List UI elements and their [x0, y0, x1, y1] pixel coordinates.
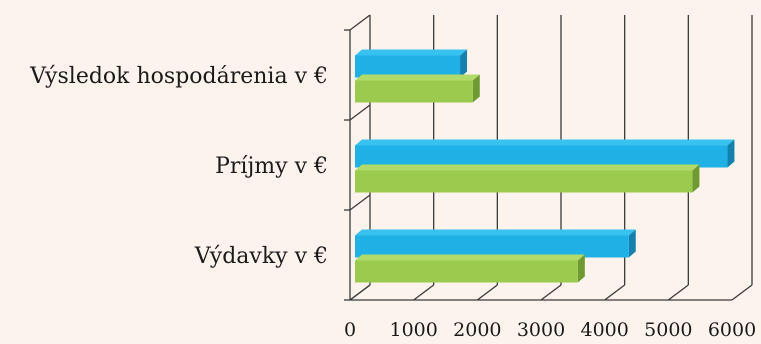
x-tick-label: 3000	[517, 319, 565, 341]
floor-gridline	[667, 284, 689, 301]
floor-gridline	[731, 284, 753, 301]
bar-blue-2-side	[460, 49, 468, 78]
bar-blue-1-side	[727, 139, 735, 168]
chart-bars	[355, 49, 735, 283]
bar-green-2-top	[355, 74, 480, 81]
category-label: Výsledok hospodárenia v €	[29, 64, 328, 89]
bar-green-2	[355, 74, 480, 103]
bar-blue-2	[355, 49, 468, 78]
bar-blue-0-front	[355, 235, 629, 258]
floor-gridline	[476, 284, 498, 301]
bar-green-1-top	[355, 164, 700, 171]
x-tick-label: 5000	[644, 319, 692, 341]
bar-green-0-front	[355, 260, 578, 283]
category-label: Výdavky v €	[194, 244, 328, 269]
bar-green-0	[355, 254, 585, 283]
bar-blue-1-top	[355, 139, 735, 146]
bar-green-1-front	[355, 170, 693, 193]
x-tick-label: 4000	[580, 319, 628, 341]
bar-green-2-front	[355, 80, 473, 103]
side-wall-gridline	[349, 194, 371, 211]
side-wall-gridline	[349, 14, 371, 31]
bar-blue-1	[355, 139, 735, 168]
floor-gridline	[413, 284, 435, 301]
bar-green-0-top	[355, 254, 585, 261]
x-tick-label: 1000	[389, 319, 437, 341]
chart-labels: 0 1000 2000 3000 4000 5000 6000 Výdavky v € Príj…	[29, 64, 756, 341]
bar-blue-1-front	[355, 145, 728, 168]
side-wall-gridline	[349, 104, 371, 121]
x-tick-label: 6000	[708, 319, 756, 341]
bar-green-0-side	[577, 254, 585, 283]
bar-blue-2-top	[355, 49, 468, 56]
floor-gridline	[540, 284, 562, 301]
bar-blue-0-top	[355, 229, 636, 236]
bar-green-1	[355, 164, 700, 193]
category-label: Príjmy v €	[215, 154, 328, 179]
x-tick-label: 0	[344, 319, 356, 341]
bar-blue-0	[355, 229, 636, 258]
side-wall-gridline	[349, 284, 371, 301]
bar-green-1-side	[692, 164, 700, 193]
floor-gridline	[604, 284, 626, 301]
bar-blue-2-front	[355, 55, 461, 78]
x-tick-label: 2000	[453, 319, 501, 341]
bar-green-2-side	[472, 74, 480, 103]
bar-blue-0-side	[628, 229, 636, 258]
